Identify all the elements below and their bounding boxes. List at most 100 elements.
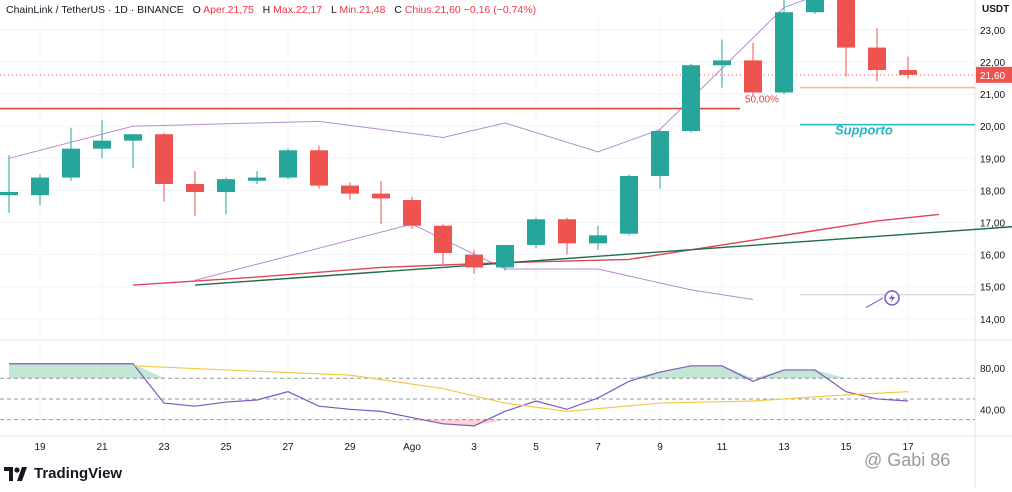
ohlc-open-label: O	[192, 4, 201, 16]
candle-body	[744, 60, 762, 93]
time-tick-label: 9	[657, 442, 663, 453]
price-tick-label: 16,00	[980, 251, 1005, 262]
watermark-text: @ Gabi 86	[864, 450, 951, 470]
candle-body	[589, 235, 607, 244]
ohlc-close-label: C	[394, 4, 402, 16]
ohlc-high-value: Max.22,17	[273, 4, 323, 16]
time-tick-label: 29	[344, 442, 356, 453]
last-price-label: 21,60	[980, 71, 1005, 82]
ohlc-low-label: L	[330, 4, 337, 16]
candle	[434, 224, 452, 265]
candle	[558, 217, 576, 255]
time-tick-label: 25	[220, 442, 232, 453]
candle-body	[713, 60, 731, 66]
price-tick-label: 22,00	[980, 58, 1005, 69]
lightning-alert-icon	[865, 290, 900, 309]
time-tick-label: 23	[158, 442, 170, 453]
moving-average-red	[132, 213, 940, 286]
last-price-tag	[976, 66, 1012, 83]
price-tick-label: 23,00	[980, 26, 1005, 37]
ohlc-change-value: −0,16 (−0,74%)	[463, 4, 537, 16]
candle	[682, 63, 700, 133]
candle-body	[651, 131, 669, 176]
candle-body	[186, 183, 204, 193]
candle	[651, 129, 669, 189]
candle	[248, 171, 266, 184]
candle	[310, 145, 328, 189]
chart-header: ChainLink / TetherUS · 1D · BINANCE O Ap…	[6, 4, 536, 16]
time-tick-label: 17	[902, 442, 914, 453]
candle	[0, 155, 18, 213]
candle-body	[837, 0, 855, 48]
candle	[186, 171, 204, 217]
candle	[620, 174, 638, 236]
candle-body	[372, 193, 390, 199]
oscillator-tick-label: 80,00	[980, 364, 1005, 375]
time-tick-label: 5	[533, 442, 539, 453]
tradingview-brand[interactable]: TradingView	[4, 465, 122, 482]
candle-body	[31, 177, 49, 196]
oscillator-signal-line	[132, 365, 909, 412]
candle-body	[806, 0, 824, 13]
candle-body	[775, 12, 793, 93]
price-tick-label: 14,00	[980, 315, 1005, 326]
time-tick-label: Ago	[403, 442, 421, 453]
candle	[713, 39, 731, 88]
tradingview-logo-icon	[4, 466, 27, 481]
candle-body	[496, 244, 514, 268]
bollinger-upper-line	[8, 0, 806, 159]
alert-connector	[865, 297, 884, 309]
candle-body	[527, 219, 545, 245]
overbought-fill	[9, 363, 846, 379]
support-label: Supporto	[835, 123, 893, 138]
candle	[217, 177, 235, 215]
candle-body	[124, 134, 142, 141]
candle	[279, 148, 297, 180]
candle	[403, 196, 421, 229]
candle-body	[434, 225, 452, 253]
candle	[31, 174, 49, 205]
oscillator-line	[9, 363, 909, 427]
oversold-fill	[412, 419, 505, 426]
candle	[589, 225, 607, 250]
alert-bolt	[889, 293, 895, 303]
candle-body	[62, 148, 80, 178]
price-tick-label: 17,00	[980, 219, 1005, 230]
candle	[775, 0, 793, 95]
candle	[868, 28, 886, 82]
candle	[527, 217, 545, 249]
time-tick-label: 11	[717, 442, 728, 453]
candle-body	[93, 140, 111, 149]
time-tick-label: 7	[595, 442, 601, 453]
candle-body	[899, 70, 917, 75]
currency-label: USDT	[982, 4, 1009, 15]
candle	[496, 244, 514, 271]
brand-name: TradingView	[34, 465, 123, 482]
candle	[806, 0, 824, 14]
time-tick-label: 21	[96, 442, 108, 453]
time-tick-label: 3	[471, 442, 477, 453]
time-tick-label: 15	[840, 442, 852, 453]
candle-body	[217, 179, 235, 193]
candle	[837, 0, 855, 77]
time-tick-label: 19	[34, 442, 46, 453]
candle	[372, 180, 390, 225]
time-tick-label: 13	[778, 442, 790, 453]
ohlc-low-value: Min.21,48	[339, 4, 386, 16]
candle	[899, 56, 917, 79]
ohlc-close-value: Chius.21,60	[404, 4, 461, 16]
price-tick-label: 18,00	[980, 186, 1005, 197]
oscillator-tick-label: 40,00	[980, 405, 1005, 416]
price-tick-label: 21,00	[980, 90, 1005, 101]
price-tick-label: 20,00	[980, 122, 1005, 133]
candle	[465, 249, 483, 274]
trendline-green	[194, 226, 1012, 286]
candle-body	[341, 185, 359, 194]
symbol-label[interactable]: ChainLink / TetherUS · 1D · BINANCE	[6, 4, 184, 16]
candle-body	[248, 177, 266, 181]
candle-body	[465, 254, 483, 268]
candle	[124, 134, 142, 168]
candle	[744, 42, 762, 96]
